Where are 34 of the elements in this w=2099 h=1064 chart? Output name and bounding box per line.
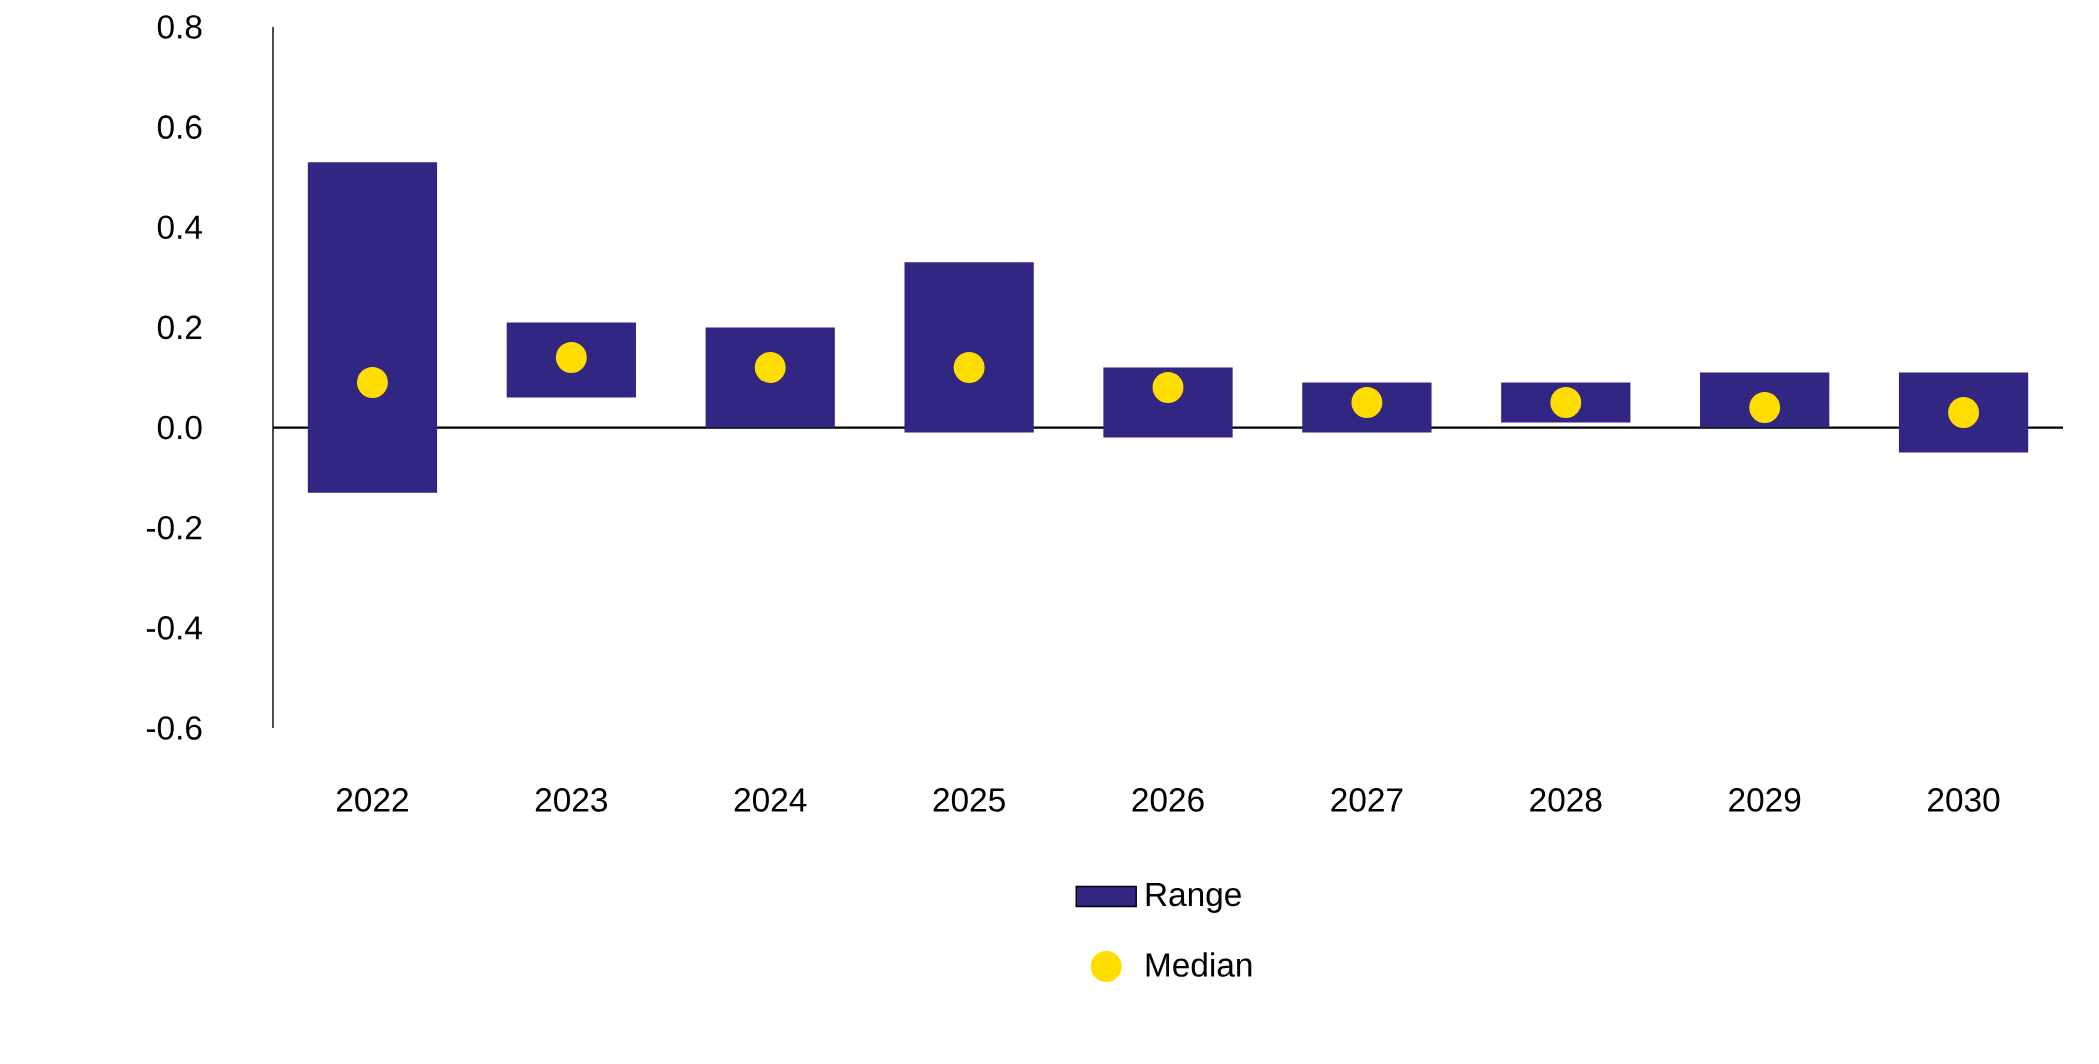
x-tick-label: 2025 [933,788,1005,812]
bar [307,162,438,493]
point [1749,392,1781,424]
x-tick-label: 2029 [1729,788,1801,812]
point [555,342,587,373]
y-tick-label: -0.2 [146,515,202,540]
y-tick-label: 0.8 [157,15,202,39]
bar [1898,372,2029,453]
point [1948,397,1980,429]
legend-label: Range [1146,882,1241,913]
bar [705,327,835,428]
x-tick-label: 2022 [336,788,408,812]
legend-label: Median [1146,952,1252,977]
y-tick-label: 0.0 [157,415,202,440]
point [356,367,388,398]
x-tick-label: 2027 [1331,788,1403,812]
x-tick-label: 2026 [1132,788,1204,812]
y-tick-label: -0.6 [146,716,202,740]
y-tick-label: -0.4 [146,616,202,640]
point [953,352,985,383]
bar [904,262,1034,433]
x-tick-label: 2024 [734,788,807,812]
point [1351,387,1383,419]
y-tick-label: 0.2 [157,315,202,340]
point [754,352,786,383]
point [1550,387,1582,419]
y-tick-label: 0.6 [157,115,202,139]
x-tick-label: 2028 [1530,788,1602,812]
x-tick-label: 2023 [535,788,607,812]
point [1152,372,1184,403]
x-tick-label: 2030 [1928,788,2000,812]
bar [506,322,636,398]
y-tick-label: 0.4 [157,215,202,240]
bar [1103,367,1233,438]
